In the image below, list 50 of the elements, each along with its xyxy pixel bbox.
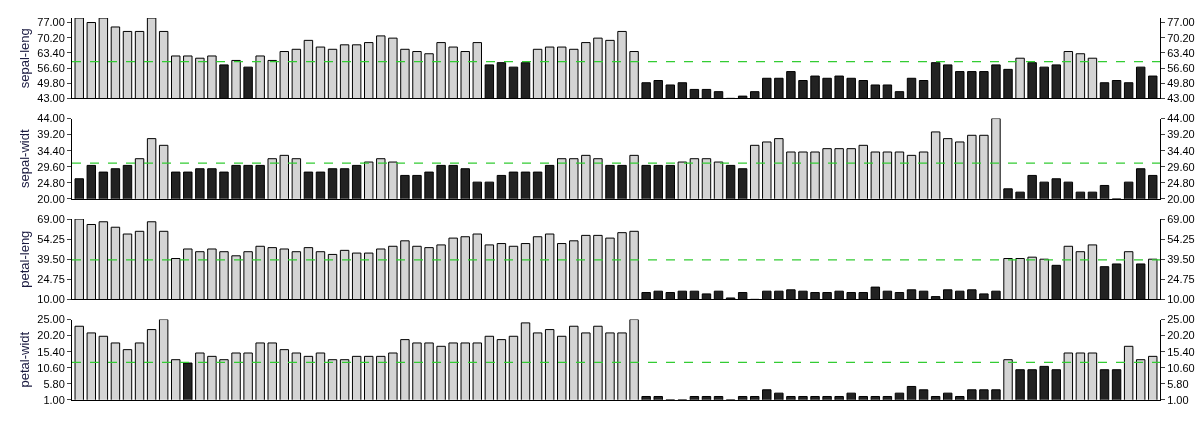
y-tick-label: 69.00 [37,212,65,225]
y2-tick-label: 44.00 [1167,112,1195,125]
y2-tick-label: 49.80 [1167,77,1195,90]
y-axis-title: sepal-leng [17,28,33,89]
y2-tick-label: 54.25 [1167,232,1195,245]
y-tick-label: 10.60 [37,361,65,374]
y-tick-label: 15.40 [37,345,65,358]
y2-tick-label: 63.40 [1167,46,1195,59]
y2-tick-label: 1.00 [1167,393,1189,406]
y-tick-label: 24.80 [37,176,65,189]
y-tick-label: 5.80 [43,377,65,390]
y2-tick-label: 10.00 [1167,293,1195,306]
y-tick-label: 39.20 [37,128,65,141]
y2-tick-label: 43.00 [1167,92,1195,105]
y-tick-label: 20.20 [37,329,65,342]
y-axis-title: petal-widt [17,331,33,388]
y2-tick-label: 24.80 [1167,176,1195,189]
y2-tick-label: 10.60 [1167,361,1195,374]
y-tick-label: 34.40 [37,144,65,157]
y-tick-label: 39.50 [37,253,65,266]
y2-tick-label: 5.80 [1167,377,1189,390]
y-tick-label: 1.00 [43,393,65,406]
y2-tick-label: 56.60 [1167,61,1195,74]
y-tick-label: 24.75 [37,273,65,286]
y2-tick-label: 34.40 [1167,144,1195,157]
y-tick-label: 56.60 [37,61,65,74]
y2-tick-label: 70.20 [1167,31,1195,44]
y2-tick-label: 69.00 [1167,212,1195,225]
y-tick-label: 20.00 [37,192,65,205]
y2-tick-label: 29.60 [1167,160,1195,173]
y-tick-label: 29.60 [37,160,65,173]
y-tick-label: 54.25 [37,232,65,245]
y2-tick-label: 39.50 [1167,253,1195,266]
y2-tick-label: 15.40 [1167,345,1195,358]
y2-tick-label: 39.20 [1167,128,1195,141]
y2-tick-label: 24.75 [1167,273,1195,286]
y-tick-label: 43.00 [37,92,65,105]
y-tick-label: 25.00 [37,313,65,326]
y-tick-label: 49.80 [37,77,65,90]
y2-tick-label: 77.00 [1167,16,1195,29]
y-tick-label: 10.00 [37,293,65,306]
y-axis-title: petal-leng [17,230,33,288]
y-tick-label: 70.20 [37,31,65,44]
y2-tick-label: 25.00 [1167,313,1195,326]
y2-tick-label: 20.00 [1167,192,1195,205]
y-tick-label: 63.40 [37,46,65,59]
y-tick-label: 77.00 [37,16,65,29]
y-axis-title: sepal-widt [17,129,33,188]
y2-tick-label: 20.20 [1167,329,1195,342]
y-tick-label: 44.00 [37,112,65,125]
